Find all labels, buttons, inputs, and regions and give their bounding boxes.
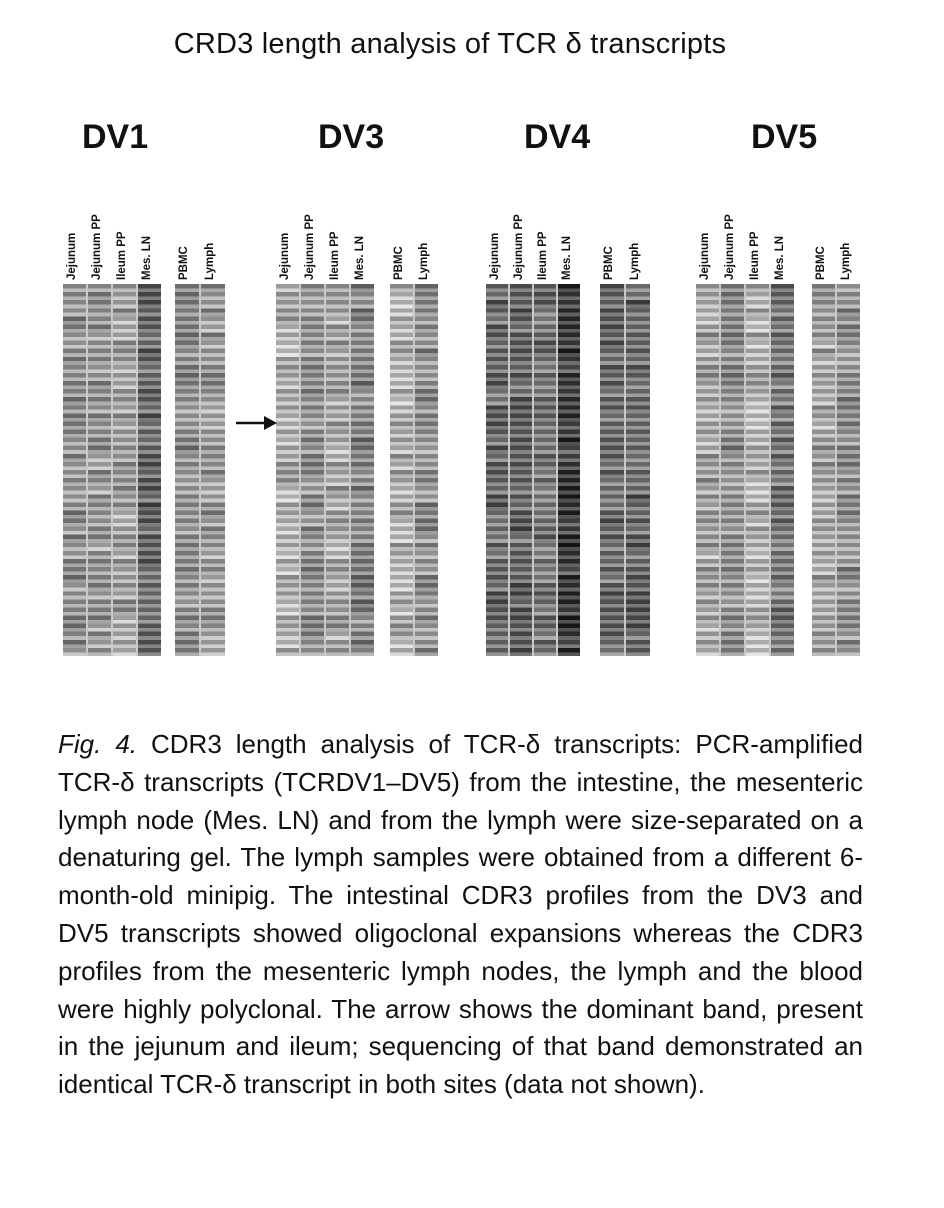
gel-lane [771, 284, 794, 656]
panel-label-dv3: DV3 [318, 118, 385, 156]
gel-lane [721, 284, 744, 656]
gel-lane [626, 284, 650, 656]
gel-lane [812, 284, 835, 656]
lane-label: Mes. LN [561, 235, 573, 280]
gel-lane [88, 284, 111, 656]
gel-lane [301, 284, 324, 656]
gel-lane [351, 284, 374, 656]
lane-label: Ileum PP [537, 231, 549, 280]
lane-label: Lymph [840, 242, 852, 280]
panel-label-dv1: DV1 [82, 118, 149, 156]
gel-lane [390, 284, 413, 656]
lane-label: Jejunum PP [91, 214, 103, 280]
gel-lane [415, 284, 438, 656]
gel-lane [276, 284, 299, 656]
lane-label: PBMC [178, 246, 190, 280]
gel-lane [138, 284, 161, 656]
lane-label: Jejunum [699, 232, 711, 280]
gel-lane [201, 284, 225, 656]
panel-label-dv5: DV5 [751, 118, 818, 156]
gel-lane [600, 284, 624, 656]
lane-label: Jejunum PP [513, 214, 525, 280]
gel-lane [558, 284, 580, 656]
figure-title: CRD3 length analysis of TCR δ transcript… [173, 28, 727, 60]
lane-label: Ileum PP [749, 231, 761, 280]
gel-lane [696, 284, 719, 656]
gel-lane [113, 284, 136, 656]
lane-label: Mes. LN [774, 235, 786, 280]
lane-label: Ileum PP [116, 231, 128, 280]
lane-label: Mes. LN [141, 235, 153, 280]
lane-label: Jejunum [279, 232, 291, 280]
gel-lane [837, 284, 860, 656]
lane-label: Lymph [418, 242, 430, 280]
lane-label: Jejunum PP [304, 214, 316, 280]
lane-label: PBMC [393, 246, 405, 280]
panel-label-dv4: DV4 [524, 118, 591, 156]
dominant-band-arrow-icon [236, 416, 277, 430]
gel-lane [510, 284, 532, 656]
gel-lane [746, 284, 769, 656]
lane-label: Jejunum [489, 232, 501, 280]
caption-figure-ref: Fig. 4. [58, 729, 138, 759]
lane-label: Jejunum [66, 232, 78, 280]
lane-label: Lymph [204, 242, 216, 280]
gel-lane [175, 284, 199, 656]
lane-label: Lymph [629, 242, 641, 280]
gel-lane [326, 284, 349, 656]
figure-caption: Fig. 4. CDR3 length analysis of TCR-δ tr… [58, 726, 863, 1104]
caption-text: CDR3 length analysis of TCR-δ transcript… [58, 729, 863, 1100]
gel-lane [534, 284, 556, 656]
lane-label: Jejunum PP [724, 214, 736, 280]
lane-label: PBMC [603, 246, 615, 280]
lane-label: Mes. LN [354, 235, 366, 280]
gel-lane [63, 284, 86, 656]
lane-label: PBMC [815, 246, 827, 280]
gel-lane [486, 284, 508, 656]
lane-label: Ileum PP [329, 231, 341, 280]
